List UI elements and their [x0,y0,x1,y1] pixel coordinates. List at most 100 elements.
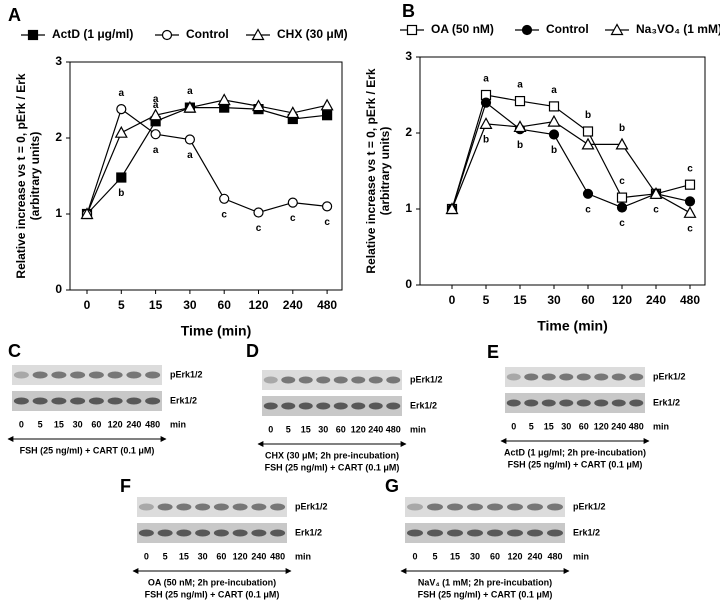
blot-band [541,399,556,407]
lane-label: 120 [351,424,366,434]
data-point [514,95,526,107]
blot-band [13,371,29,379]
point-label: a [551,85,557,96]
lane-label: 30 [561,421,571,431]
point-label: a [483,74,489,85]
point-label: a [153,94,159,105]
data-point [322,201,333,212]
series-line [86,108,328,215]
blot-band [251,529,267,537]
blot-band [506,373,521,381]
blot-band [107,397,123,405]
data-point [322,110,333,121]
data-point [684,196,696,207]
legend-marker [161,29,173,41]
lane-label: 240 [611,421,626,431]
x-tick-label: 15 [513,293,527,307]
lane-label: 120 [594,421,609,431]
lane-unit: min [653,421,669,431]
blot-band [527,503,543,511]
point-label: a [153,100,159,111]
lane-label: 60 [579,421,589,431]
blot-band [524,399,539,407]
data-point [184,134,195,145]
point-label: c [653,204,659,215]
band-label: pErk1/2 [573,501,606,511]
blot-band [547,529,563,537]
lane-label: 60 [336,424,346,434]
data-point [581,137,595,150]
y-tick-label: 2 [55,130,62,144]
blot-band [576,373,591,381]
blot-band [559,373,574,381]
x-tick-label: 480 [317,298,337,312]
caption: FSH (25 ng/ml) + CART (0.1 μM) [265,462,400,472]
band-label: Erk1/2 [410,400,437,410]
blot-band [386,376,401,384]
caption: FSH (25 ng/ml) + CART (0.1 μM) [145,589,280,599]
blot-band [611,373,626,381]
y-tick-label: 0 [55,282,62,296]
point-label: b [483,135,489,146]
blot-band [107,371,123,379]
blot-band [333,376,348,384]
y-axis-label: (arbitrary units) [28,132,42,221]
blot-band [232,503,248,511]
blot-band [547,503,563,511]
lane-label: 0 [268,424,273,434]
legend-label: CHX (30 μM) [277,27,348,41]
plot-frame [69,61,343,291]
point-label: a [153,145,159,156]
x-tick-label: 60 [581,293,595,307]
x-tick-label: 240 [283,298,303,312]
blot-band [138,529,154,537]
lane-label: 5 [529,421,534,431]
blot-band [576,399,591,407]
blot-band [51,371,67,379]
x-tick-label: 120 [612,293,632,307]
panel-letter: F [120,476,131,496]
x-tick-label: 120 [248,298,268,312]
blot-band [281,402,296,410]
blot-band [506,399,521,407]
panel-letter: D [246,341,259,361]
blot-band [157,529,173,537]
legend-marker [610,23,624,36]
blot-band [386,402,401,410]
lane-label: 480 [270,551,285,561]
lane-label: 480 [629,421,644,431]
point-label: b [585,110,591,121]
blot-strip [505,367,645,387]
legend-label: ActD (1 μg/ml) [52,27,133,41]
legend-marker [521,24,533,36]
blot-band [447,529,463,537]
lane-label: 480 [145,419,160,429]
data-point [479,117,493,129]
blot-band [145,397,161,405]
blot-band [32,397,48,405]
blot-band [263,402,278,410]
blot-band [427,529,443,537]
blot-band [316,376,331,384]
blot-band [213,529,229,537]
series-line [451,94,691,210]
data-point [582,126,594,137]
lane-unit: min [295,551,311,561]
lane-label: 480 [386,424,401,434]
blot-strip [262,396,402,416]
data-point [80,207,94,220]
blot-band [541,373,556,381]
blot-band [145,371,161,379]
data-point [445,202,459,215]
data-point [616,202,628,213]
data-point [251,99,266,112]
x-tick-label: 15 [149,298,163,312]
caption: FSH (25 ng/ml) + CART (0.1 μM) [508,459,643,469]
x-tick-label: 0 [449,293,456,307]
lane-label: 30 [73,419,83,429]
lane-label: 5 [38,419,43,429]
blot-strip [12,391,162,411]
lane-unit: min [573,551,589,561]
point-label: b [517,140,523,151]
x-axis-label: Time (min) [537,318,608,334]
